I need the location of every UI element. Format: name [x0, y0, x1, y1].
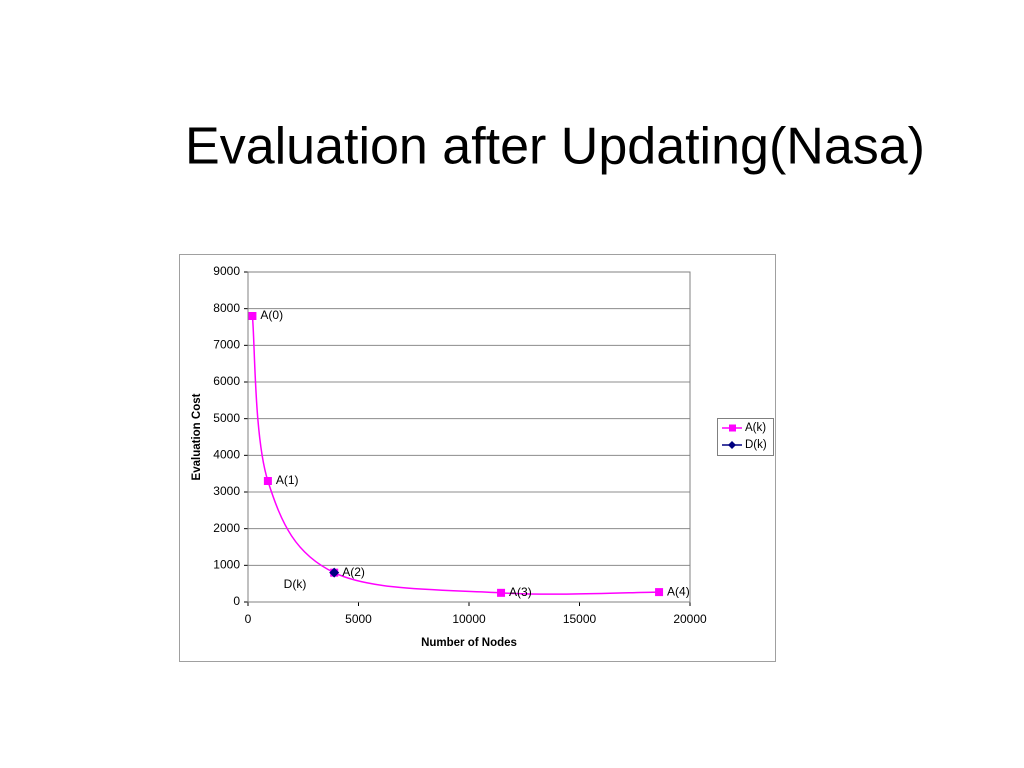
y-tick-label: 7000 — [213, 338, 240, 352]
y-tick-label: 1000 — [213, 558, 240, 572]
point-label: A(3) — [509, 585, 532, 599]
chart-frame — [179, 254, 776, 662]
point-label: A(4) — [667, 584, 690, 598]
slide-title: Evaluation after Updating(Nasa) — [185, 118, 925, 176]
point-label: A(2) — [342, 565, 365, 579]
x-tick-label: 0 — [245, 612, 252, 626]
annotation: D(k) — [284, 577, 307, 591]
square-marker — [263, 477, 272, 485]
chart: 0 1000 2000 3000 4000 5000 6000 7000 8000 9000 0 50… — [191, 264, 774, 649]
plot-border — [247, 271, 691, 603]
y-tick-label: 9000 — [213, 264, 240, 278]
square-marker — [497, 588, 506, 597]
y-tick-label: 4000 — [213, 448, 240, 462]
x-tick-label: 5000 — [345, 612, 372, 626]
y-tick-label: 8000 — [213, 301, 240, 315]
legend: A(k) D(k) — [717, 418, 774, 456]
square-marker — [655, 588, 664, 597]
x-tick-label: 10000 — [452, 612, 486, 626]
y-tick-label: 2000 — [213, 521, 240, 535]
legend-swatch-marker — [729, 424, 736, 432]
point-label: A(0) — [260, 308, 283, 322]
y-tick-label: 6000 — [213, 374, 240, 388]
legend-swatch-marker — [728, 441, 736, 449]
legend-label: A(k) — [745, 422, 766, 434]
point-label: A(1) — [276, 473, 299, 487]
x-tick-label: 15000 — [563, 612, 597, 626]
x-tick-label: 20000 — [673, 612, 707, 626]
diamond-marker — [329, 567, 340, 578]
legend-label: D(k) — [745, 439, 767, 451]
y-tick-label: 5000 — [213, 411, 240, 425]
y-axis-title: Evaluation Cost — [191, 393, 203, 480]
legend-box — [717, 418, 774, 456]
y-tick-label: 3000 — [213, 484, 240, 498]
x-axis-title: Number of Nodes — [421, 637, 517, 649]
y-tick-label: 0 — [233, 594, 240, 608]
square-marker — [248, 312, 257, 320]
